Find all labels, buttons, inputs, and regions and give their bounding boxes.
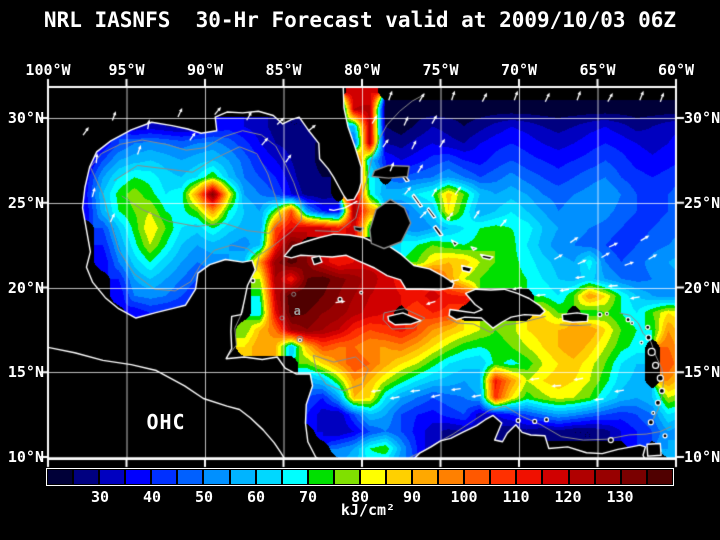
- colorbar-tick-label: 60: [246, 488, 266, 506]
- contour-annotation: a: [293, 303, 301, 318]
- colorbar-segment: [178, 470, 203, 484]
- page-title: NRL IASNFS 30-Hr Forecast valid at 2009/…: [43, 8, 677, 32]
- latitude-tick-label-left: 20°N: [7, 278, 44, 297]
- colorbar-tick-label: 100: [450, 488, 478, 506]
- colorbar-tick-label: 80: [350, 488, 370, 506]
- colorbar-segment: [204, 470, 229, 484]
- longitude-tick-label: 90°W: [186, 61, 224, 79]
- colorbar-tick-label: 30: [90, 488, 110, 506]
- latitude-tick-label-left: 10°N: [7, 448, 44, 466]
- longitude-tick-label: 70°W: [500, 61, 538, 79]
- colorbar-segment: [647, 470, 672, 484]
- latitude-tick-label-right: 10°N: [684, 448, 720, 466]
- colorbar-segment: [465, 470, 490, 484]
- latitude-tick-label-right: 30°N: [684, 109, 720, 127]
- colorbar-tick-label: 50: [194, 488, 214, 506]
- latitude-tick-label-left: 30°N: [7, 109, 44, 127]
- field-name-label: OHC: [146, 410, 186, 434]
- colorbar-segment: [491, 470, 516, 484]
- colorbar-tick-label: 40: [142, 488, 162, 506]
- colorbar-unit-label: kJ/cm²: [340, 501, 396, 519]
- colorbar-segment: [621, 470, 646, 484]
- colorbar-segment: [282, 470, 307, 484]
- colorbar-segment: [256, 470, 281, 484]
- colorbar-segment: [48, 470, 73, 484]
- longitude-tick-label: 65°W: [579, 61, 616, 79]
- colorbar-segment: [387, 470, 412, 484]
- colorbar-segment: [569, 470, 594, 484]
- colorbar-segment: [334, 470, 359, 484]
- latitude-tick-label-right: 25°N: [684, 193, 720, 212]
- colorbar-segment: [517, 470, 542, 484]
- longitude-tick-label: 95°W: [108, 61, 145, 79]
- colorbar-segment: [152, 470, 177, 484]
- colorbar-segment: [595, 470, 620, 484]
- latitude-tick-label-right: 20°N: [684, 278, 720, 297]
- colorbar-segment: [100, 470, 125, 484]
- longitude-tick-label: 85°W: [265, 61, 302, 79]
- colorbar-segment: [308, 470, 333, 484]
- colorbar-tick-label: 130: [606, 488, 634, 506]
- longitude-tick-label: 100°W: [25, 61, 71, 79]
- colorbar-legend: [46, 468, 674, 486]
- colorbar-segment: [360, 470, 386, 484]
- colorbar-segment: [126, 470, 151, 484]
- colorbar-tick-label: 110: [502, 488, 530, 506]
- colorbar-tick-label: 120: [554, 488, 582, 506]
- latitude-tick-label-right: 15°N: [684, 363, 720, 382]
- latitude-tick-label-left: 25°N: [7, 193, 44, 212]
- colorbar-tick-label: 90: [402, 488, 422, 506]
- colorbar-tick-label: 70: [298, 488, 318, 506]
- longitude-tick-label: 75°W: [422, 61, 459, 79]
- longitude-tick-label: 60°W: [657, 61, 695, 79]
- colorbar-segment: [74, 470, 99, 484]
- colorbar-segment: [230, 470, 255, 484]
- latitude-tick-label-left: 15°N: [7, 363, 44, 382]
- longitude-tick-label: 80°W: [343, 61, 381, 79]
- colorbar-segment: [413, 470, 438, 484]
- colorbar-segment: [439, 470, 464, 484]
- colorbar-segment: [543, 470, 568, 484]
